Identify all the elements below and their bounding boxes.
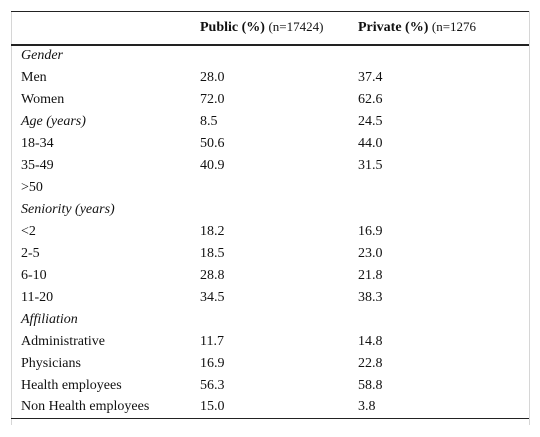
header-category — [11, 11, 190, 46]
row-label: 6-10 — [21, 267, 47, 283]
header-row: Public (%) (n=17424) Private (%) (n=1276 — [11, 11, 529, 46]
public-percent: 18.5 — [200, 245, 225, 261]
private-percent: 21.8 — [358, 267, 383, 283]
private-percent: 58.8 — [358, 377, 383, 393]
table-row: Health employees 56.3 58.8 — [11, 375, 529, 397]
private-percent — [348, 199, 529, 221]
public-percent: 72.0 — [200, 91, 225, 107]
private-percent: 16.9 — [358, 223, 383, 239]
private-percent: 23.0 — [358, 245, 383, 261]
table-row: Administrative 11.7 14.8 — [11, 331, 529, 353]
row-label: Non Health employees — [11, 396, 190, 419]
private-percent: 38.3 — [358, 289, 383, 305]
public-percent: 28.0 — [200, 69, 225, 85]
private-percent: 22.8 — [358, 355, 383, 371]
public-percent: 40.9 — [200, 157, 225, 173]
row-label: >50 — [21, 179, 43, 195]
table-row: <2 18.2 16.9 — [11, 221, 529, 243]
table-row: Physicians 16.9 22.8 — [11, 353, 529, 375]
private-percent: 24.5 — [358, 113, 383, 129]
table-row: 18-34 50.6 44.0 — [11, 133, 529, 155]
header-public: Public (%) (n=17424) — [190, 11, 348, 46]
private-percent: 3.8 — [348, 396, 529, 419]
table-row: >50 — [11, 177, 529, 199]
table-row: 35-49 40.9 31.5 — [11, 155, 529, 177]
section-heading: Affiliation — [21, 311, 78, 327]
private-percent: 37.4 — [358, 69, 383, 85]
table-row: Women 72.0 62.6 — [11, 89, 529, 111]
table-header: Public (%) (n=17424) Private (%) (n=1276 — [11, 11, 529, 46]
table-row: 6-10 28.8 21.8 — [11, 265, 529, 287]
public-percent: 16.9 — [200, 355, 225, 371]
row-label: Health employees — [21, 377, 122, 393]
row-label: Men — [21, 69, 47, 85]
table-row: Non Health employees 15.0 3.8 — [11, 396, 529, 419]
row-label: 18-34 — [21, 135, 54, 151]
header-public-n: (n=17424) — [268, 19, 324, 35]
private-percent — [348, 45, 529, 67]
table-row: 2-5 18.5 23.0 — [11, 243, 529, 265]
public-percent — [190, 199, 348, 221]
private-percent: 62.6 — [358, 91, 383, 107]
public-percent: 28.8 — [200, 267, 225, 283]
private-percent — [348, 309, 529, 331]
public-percent: 34.5 — [200, 289, 225, 305]
section-row: Gender — [11, 45, 529, 67]
row-label: 11-20 — [21, 289, 54, 305]
public-percent: 15.0 — [190, 396, 348, 419]
row-label: Women — [21, 91, 65, 107]
section-heading: Seniority (years) — [21, 201, 115, 217]
public-percent — [190, 309, 348, 331]
row-label: Physicians — [21, 355, 81, 371]
private-percent: 31.5 — [358, 157, 383, 173]
table-row: Men 28.0 37.4 — [11, 67, 529, 89]
header-private: Private (%) (n=1276 — [348, 11, 529, 46]
public-percent: 8.5 — [200, 113, 218, 129]
public-percent — [190, 45, 348, 67]
private-percent: 14.8 — [358, 333, 383, 349]
data-table-container: Public (%) (n=17424) Private (%) (n=1276… — [11, 11, 529, 419]
section-row: Age (years) 8.5 24.5 — [11, 111, 529, 133]
row-label: <2 — [21, 223, 36, 239]
header-public-label: Public (%) — [200, 20, 265, 36]
public-percent: 18.2 — [200, 223, 225, 239]
table-row: 11-20 34.5 38.3 — [11, 287, 529, 309]
public-percent: 56.3 — [200, 377, 225, 393]
row-label: 35-49 — [21, 157, 54, 173]
row-label: Administrative — [21, 333, 105, 349]
public-percent: 50.6 — [200, 135, 225, 151]
demographics-table: Public (%) (n=17424) Private (%) (n=1276… — [11, 11, 529, 419]
private-percent — [348, 177, 529, 199]
public-percent: 11.7 — [200, 333, 224, 349]
section-row: Affiliation — [11, 309, 529, 331]
section-row: Seniority (years) — [11, 199, 529, 221]
private-percent: 44.0 — [358, 135, 383, 151]
header-private-label: Private (%) — [358, 20, 429, 36]
section-heading: Gender — [21, 48, 63, 63]
public-percent — [190, 177, 348, 199]
row-label: 2-5 — [21, 245, 40, 261]
table-body: Gender Men 28.0 37.4 Women 72.0 62.6 Age (years… — [11, 45, 529, 419]
section-heading: Age (years) — [21, 113, 86, 129]
header-private-n: (n=1276 — [431, 19, 477, 35]
